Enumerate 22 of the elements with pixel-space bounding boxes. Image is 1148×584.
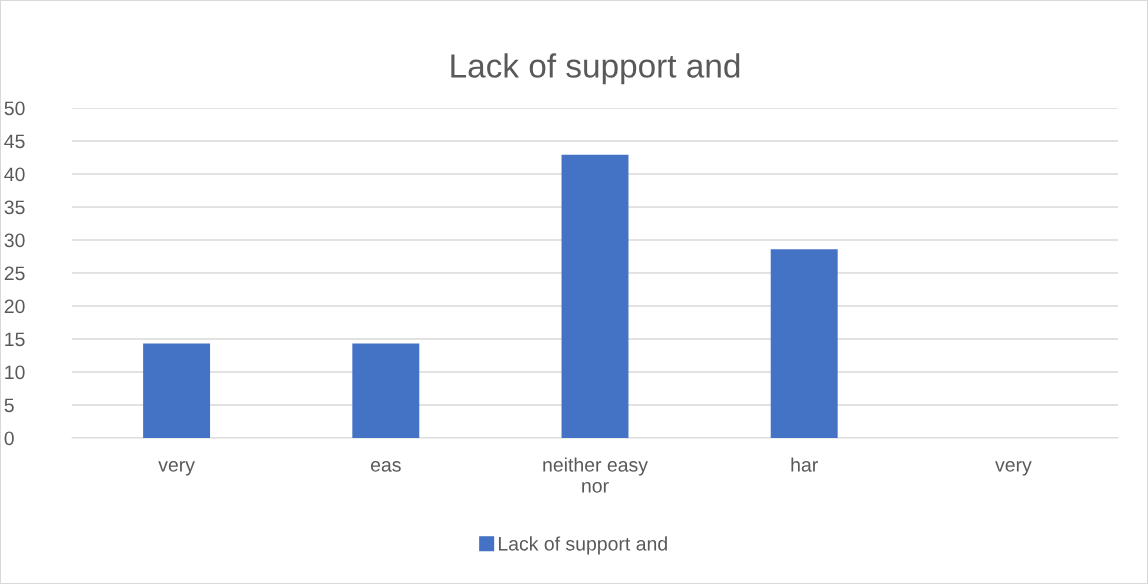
legend-label: Lack of support and xyxy=(498,536,667,555)
y-tick-label: 40 xyxy=(4,167,25,182)
y-tick-label: 20 xyxy=(4,299,25,314)
y-tick-label: 10 xyxy=(5,365,25,380)
y-tick-label: 45 xyxy=(4,134,25,149)
y-tick-label: 0 xyxy=(4,431,14,446)
y-tick-label: 30 xyxy=(4,233,25,248)
y-tick-label: 15 xyxy=(5,332,25,347)
chart-title: Lack of support and xyxy=(451,53,740,85)
bar xyxy=(561,154,629,438)
bar xyxy=(770,249,838,438)
x-tick-label: har xyxy=(791,457,818,472)
y-tick-label: 50 xyxy=(4,101,25,116)
bar xyxy=(143,343,211,438)
x-tick-label: very xyxy=(158,461,195,476)
y-tick-label: 5 xyxy=(4,398,14,413)
bar xyxy=(352,343,420,438)
x-tick-label: very xyxy=(995,461,1032,476)
y-tick-label: 35 xyxy=(4,200,25,215)
x-tick-label: eas xyxy=(370,461,401,472)
y-tick-label: 25 xyxy=(4,266,25,281)
x-tick-label: neither easy nor xyxy=(543,457,648,493)
